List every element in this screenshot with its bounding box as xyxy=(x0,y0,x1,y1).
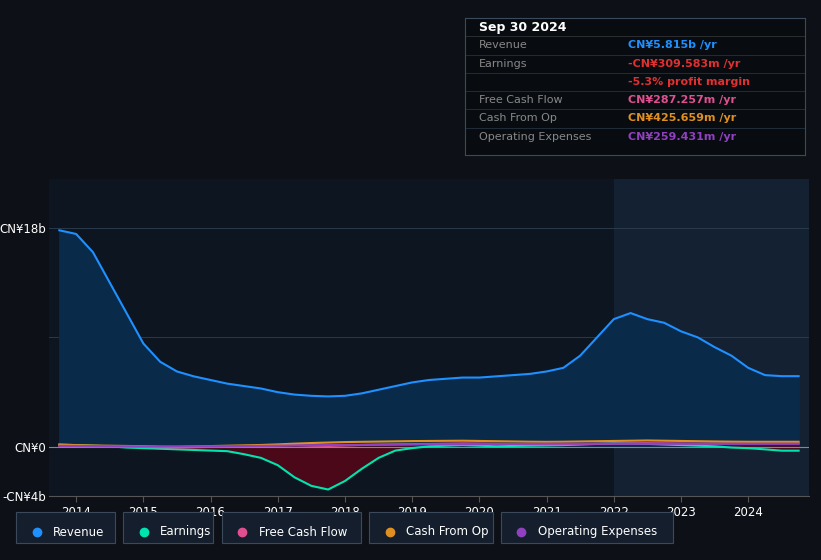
Text: Revenue: Revenue xyxy=(479,40,527,50)
Text: Earnings: Earnings xyxy=(160,525,212,539)
Text: Cash From Op: Cash From Op xyxy=(479,114,557,123)
Text: -5.3% profit margin: -5.3% profit margin xyxy=(628,77,750,87)
FancyBboxPatch shape xyxy=(222,512,361,543)
FancyBboxPatch shape xyxy=(369,512,493,543)
Text: Free Cash Flow: Free Cash Flow xyxy=(259,525,347,539)
Text: -CN¥309.583m /yr: -CN¥309.583m /yr xyxy=(628,59,741,69)
Text: Sep 30 2024: Sep 30 2024 xyxy=(479,21,566,34)
Text: CN¥287.257m /yr: CN¥287.257m /yr xyxy=(628,95,736,105)
Text: Free Cash Flow: Free Cash Flow xyxy=(479,95,562,105)
Text: CN¥425.659m /yr: CN¥425.659m /yr xyxy=(628,114,736,123)
Text: Operating Expenses: Operating Expenses xyxy=(538,525,657,539)
Text: Earnings: Earnings xyxy=(479,59,527,69)
Text: Cash From Op: Cash From Op xyxy=(406,525,488,539)
Bar xyxy=(614,179,809,496)
Text: CN¥5.815b /yr: CN¥5.815b /yr xyxy=(628,40,717,50)
Text: CN¥259.431m /yr: CN¥259.431m /yr xyxy=(628,132,736,142)
FancyBboxPatch shape xyxy=(16,512,115,543)
Text: Revenue: Revenue xyxy=(53,525,105,539)
FancyBboxPatch shape xyxy=(123,512,213,543)
Text: Operating Expenses: Operating Expenses xyxy=(479,132,591,142)
FancyBboxPatch shape xyxy=(501,512,673,543)
